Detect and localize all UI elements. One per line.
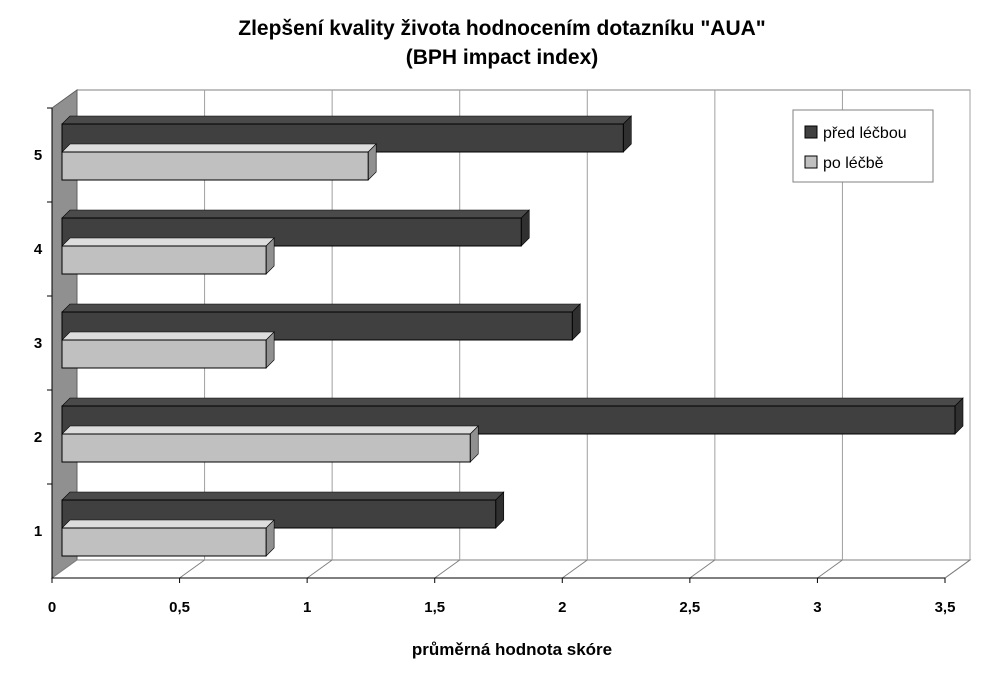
gridline-floor [179,559,205,579]
bar [61,245,267,275]
bar-top [61,143,377,153]
bar-top [61,209,530,219]
gridline-floor [944,559,971,579]
bar [61,339,267,369]
legend-box [792,109,934,183]
gridline-floor [561,559,588,579]
x-tick-label: 0 [48,599,56,616]
gridline-floor [306,559,333,579]
y-tick-label: 1 [34,523,42,540]
legend-swatch [804,155,818,169]
bar-top [61,425,479,435]
y-tick-label: 4 [34,241,43,258]
x-tick-label: 3,5 [935,599,956,616]
x-axis-label: průměrná hodnota skóre [412,640,612,659]
bars [61,115,964,557]
axes [47,107,946,583]
x-tick-label: 2 [558,599,566,616]
floor [50,559,972,579]
legend-label: před léčbou [823,125,907,142]
bar-top [61,519,275,529]
bar-top [61,397,964,407]
y-tick-label: 3 [34,335,42,352]
bar [61,527,267,557]
x-tick-label: 1 [303,599,311,616]
legend: před léčbou po léčbě [792,109,934,183]
x-tick-label: 3 [813,599,821,616]
chart-title: Zlepšení kvality života hodnocením dotaz… [238,17,766,40]
gridline-floor [434,559,461,579]
y-tick-label: 5 [34,147,42,164]
bar [61,433,471,463]
x-tick-labels: 0 0,5 1 1,5 2 2,5 3 3,5 [48,599,956,616]
chart-subtitle: (BPH impact index) [405,46,599,69]
legend-swatch [804,125,818,139]
bar-top [61,237,275,247]
x-tick-label: 2,5 [679,599,700,616]
bar [61,151,369,181]
gridline-floor [817,559,843,579]
bar-top [61,331,275,341]
gridline-floor [689,559,716,579]
legend-label: po léčbě [823,155,884,172]
y-tick-label: 2 [34,429,42,446]
x-tick-label: 1,5 [424,599,445,616]
chart-title-block: Zlepšení kvality života hodnocením dotaz… [0,14,1004,72]
bar-top [61,491,505,501]
y-tick-labels: 1 2 3 4 5 [34,147,43,540]
x-tick-label: 0,5 [169,599,190,616]
bar-top [61,303,582,313]
bar-top [61,115,633,125]
